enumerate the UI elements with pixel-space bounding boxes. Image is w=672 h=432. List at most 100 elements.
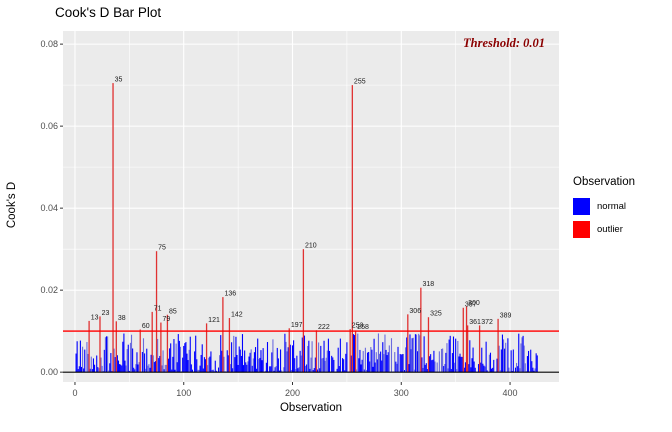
bar-normal bbox=[158, 358, 160, 373]
bar-normal bbox=[219, 355, 221, 373]
bar-normal bbox=[229, 364, 232, 373]
bar-outlier bbox=[462, 307, 464, 373]
bar-outlier bbox=[420, 287, 422, 373]
bar-normal bbox=[159, 355, 161, 373]
outlier-label: 222 bbox=[318, 324, 330, 331]
bar-normal bbox=[212, 369, 214, 373]
bar-normal bbox=[499, 370, 501, 373]
bar-normal bbox=[328, 350, 331, 373]
bar-normal bbox=[325, 357, 327, 373]
bar-normal bbox=[296, 355, 298, 373]
x-tick-label: 200 bbox=[284, 388, 301, 398]
bar-normal bbox=[82, 346, 84, 373]
bar-normal bbox=[220, 335, 222, 373]
bar-normal bbox=[425, 363, 427, 373]
bar-normal bbox=[399, 354, 401, 373]
outlier-label: 71 bbox=[154, 305, 162, 312]
bar-normal bbox=[215, 370, 217, 373]
bar-normal bbox=[456, 369, 458, 373]
bar-normal bbox=[530, 349, 532, 373]
bar-normal bbox=[117, 360, 120, 373]
outlier-label: 79 bbox=[162, 316, 170, 323]
bar-normal bbox=[243, 365, 245, 373]
bar-normal bbox=[444, 364, 446, 373]
outlier-label: 197 bbox=[291, 322, 303, 329]
bar-normal bbox=[434, 361, 436, 373]
bar-normal bbox=[508, 367, 510, 373]
bar-normal bbox=[472, 347, 474, 373]
bar-outlier bbox=[478, 325, 481, 373]
bar-normal bbox=[179, 346, 182, 373]
bar-normal bbox=[170, 343, 172, 373]
bar-normal bbox=[364, 347, 366, 373]
outlier-label: 325 bbox=[430, 311, 442, 318]
bar-normal bbox=[278, 370, 281, 373]
bar-normal bbox=[291, 345, 294, 373]
bar-normal bbox=[227, 355, 229, 373]
bar-normal bbox=[134, 369, 136, 373]
bar-normal bbox=[424, 364, 426, 373]
bar-normal bbox=[232, 368, 234, 373]
bar-normal bbox=[253, 352, 255, 373]
bar-normal bbox=[93, 364, 96, 373]
bar-normal bbox=[481, 347, 483, 373]
bar-outlier bbox=[427, 317, 430, 373]
bar-normal bbox=[120, 364, 122, 373]
bar-normal bbox=[386, 355, 388, 373]
bar-normal bbox=[411, 338, 413, 373]
bar-normal bbox=[418, 333, 420, 373]
bar-normal bbox=[377, 333, 379, 373]
legend-label-outlier: outlier bbox=[597, 223, 623, 235]
bar-normal bbox=[191, 369, 193, 373]
bar-normal bbox=[396, 363, 398, 373]
outlier-label: 360 bbox=[468, 300, 480, 307]
bar-normal bbox=[284, 333, 286, 373]
bar-normal bbox=[161, 365, 163, 373]
bar-normal bbox=[426, 369, 428, 373]
bar-normal bbox=[252, 358, 254, 373]
bar-normal bbox=[185, 342, 187, 373]
bar-normal bbox=[306, 364, 308, 373]
bar-normal bbox=[535, 353, 537, 373]
bar-normal bbox=[110, 353, 112, 373]
bar-normal bbox=[137, 364, 139, 373]
bar-normal bbox=[264, 370, 266, 373]
outlier-label: 210 bbox=[305, 243, 317, 250]
bar-normal bbox=[165, 364, 167, 373]
outlier-label: 318 bbox=[422, 281, 434, 288]
bar-normal bbox=[358, 358, 360, 373]
bar-normal bbox=[301, 337, 303, 373]
bar-normal bbox=[141, 351, 143, 373]
bar-normal bbox=[289, 344, 291, 373]
bar-normal bbox=[451, 353, 453, 373]
legend-key-outlier-swatch bbox=[573, 220, 590, 238]
bar-normal bbox=[414, 334, 416, 373]
bar-normal bbox=[454, 362, 456, 373]
y-axis-title: Cook's D bbox=[6, 181, 18, 229]
bar-normal bbox=[526, 356, 529, 373]
bar-normal bbox=[269, 366, 271, 373]
bar-normal bbox=[277, 358, 279, 373]
bar-normal bbox=[370, 347, 372, 373]
bar-normal bbox=[187, 360, 189, 373]
bar-normal bbox=[516, 362, 518, 373]
bar-normal bbox=[402, 354, 405, 373]
bar-outlier bbox=[160, 322, 162, 373]
bar-normal bbox=[123, 333, 125, 373]
bar-normal bbox=[401, 354, 403, 373]
bar-normal bbox=[449, 335, 451, 373]
bar-normal bbox=[445, 352, 447, 373]
bar-outlier bbox=[155, 251, 158, 373]
bar-normal bbox=[352, 334, 354, 373]
bar-normal bbox=[455, 338, 457, 373]
outlier-label: 372 bbox=[481, 319, 493, 326]
bar-normal bbox=[163, 369, 165, 373]
bar-normal bbox=[353, 335, 356, 373]
bar-normal bbox=[405, 347, 407, 373]
bar-normal bbox=[76, 341, 78, 373]
bar-outlier bbox=[166, 314, 169, 373]
bar-normal bbox=[309, 368, 311, 373]
bar-normal bbox=[240, 355, 242, 373]
bar-normal bbox=[125, 365, 127, 373]
bar-normal bbox=[362, 351, 364, 373]
